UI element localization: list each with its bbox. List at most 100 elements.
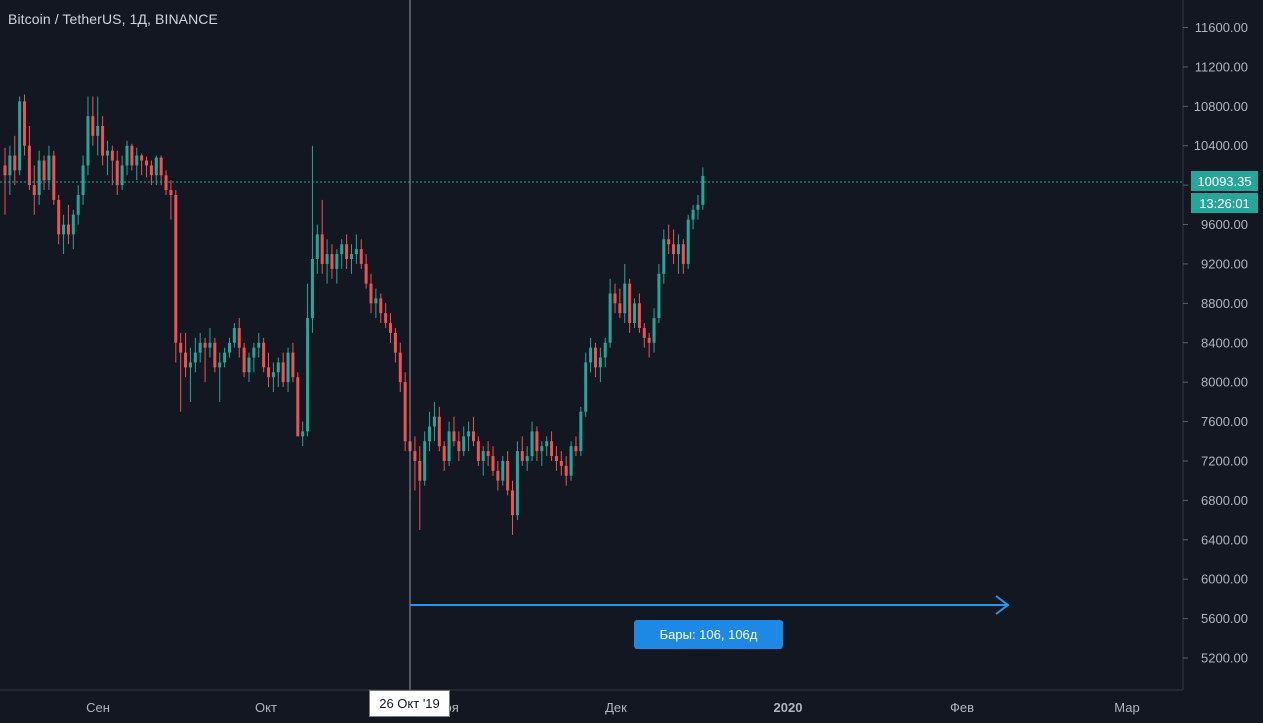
candle-body — [398, 352, 402, 383]
candle-body — [540, 446, 544, 452]
candle-body — [359, 249, 363, 264]
candle — [364, 254, 368, 289]
candle — [154, 155, 158, 186]
candle-body — [525, 456, 529, 461]
candle — [506, 451, 510, 496]
candle-body — [432, 416, 436, 427]
candle-body — [237, 327, 241, 348]
candle-body — [18, 101, 22, 171]
candle — [135, 147, 139, 181]
candle-body — [242, 347, 246, 373]
candle — [223, 347, 227, 368]
candle-body — [37, 160, 41, 195]
candle — [310, 145, 314, 333]
candle-body — [623, 283, 627, 314]
candle-body — [252, 347, 256, 358]
candle-body — [471, 431, 475, 442]
candle — [115, 150, 119, 195]
candle-body — [52, 155, 56, 200]
candle-body — [603, 342, 607, 358]
candle-body — [154, 157, 158, 176]
candle — [462, 426, 466, 457]
candle-body — [462, 436, 466, 452]
candle-body — [452, 431, 456, 442]
candle — [686, 214, 690, 269]
candle — [18, 96, 22, 176]
candle — [696, 194, 700, 220]
candle — [76, 185, 80, 225]
candle — [145, 156, 149, 178]
candle — [442, 441, 446, 471]
candle-body — [115, 160, 119, 186]
candle — [540, 441, 544, 466]
candle — [691, 204, 695, 230]
candle-body — [27, 145, 31, 186]
time-tick-label: Окт — [255, 700, 277, 715]
price-tick-label: 10800.00 — [1194, 99, 1248, 114]
time-axis[interactable]: СенОктНояДек2020ФевМар — [86, 700, 1140, 715]
candle-body — [296, 377, 300, 437]
time-tick-label: Сен — [86, 700, 110, 715]
candle-body — [281, 362, 285, 383]
candle — [501, 456, 505, 486]
candle — [349, 244, 353, 274]
candle — [267, 352, 271, 388]
candle-body — [589, 347, 593, 363]
candle — [652, 308, 656, 353]
candle — [335, 249, 339, 284]
candle — [184, 332, 188, 378]
candle-body — [306, 318, 310, 432]
candle — [315, 224, 319, 274]
candle — [188, 347, 192, 402]
candle — [227, 337, 231, 358]
candle — [57, 194, 61, 245]
candle-body — [340, 244, 344, 255]
candle — [359, 239, 363, 269]
price-tick-label: 8800.00 — [1201, 296, 1248, 311]
price-axis[interactable]: 11600.0011200.0010800.0010400.0010000.00… — [1183, 20, 1248, 666]
candle — [418, 446, 422, 530]
price-tick-label: 7200.00 — [1201, 453, 1248, 468]
candle-body — [593, 347, 597, 368]
last-price-badge: 10093.35 — [1191, 171, 1258, 191]
candle-body — [608, 293, 612, 343]
candle-body — [584, 362, 588, 412]
candle-body — [515, 451, 519, 516]
candle-body — [633, 303, 637, 324]
candle — [96, 96, 100, 156]
candle-body — [8, 155, 12, 176]
candle — [579, 406, 583, 457]
candle-body — [101, 126, 105, 156]
candle — [276, 357, 280, 388]
candle — [247, 352, 251, 383]
candle — [476, 436, 480, 466]
candle-body — [545, 441, 549, 447]
candles-layer — [3, 94, 705, 535]
candle — [569, 441, 573, 481]
price-tick-label: 11200.00 — [1195, 59, 1248, 74]
candle — [403, 372, 407, 452]
candle-body — [110, 150, 114, 161]
candle-body — [559, 460, 563, 466]
candle — [589, 337, 593, 373]
candle — [330, 244, 334, 279]
candle-body — [637, 303, 641, 328]
bar-countdown-badge: 13:26:01 — [1191, 193, 1258, 213]
price-tick-label: 5600.00 — [1201, 611, 1248, 626]
candle-body — [598, 357, 602, 368]
time-tick-label: Фев — [950, 700, 974, 715]
candle — [213, 337, 217, 373]
candle-body — [286, 352, 290, 383]
candle-body — [86, 116, 90, 166]
candle-body — [501, 460, 505, 481]
candle-body — [652, 318, 656, 343]
candle-body — [535, 431, 539, 452]
candle-body — [203, 342, 207, 348]
candle-body — [667, 239, 671, 245]
candle — [413, 436, 417, 491]
candle-body — [96, 126, 100, 136]
candle-body — [672, 244, 676, 255]
candle — [642, 323, 646, 348]
price-tick-label: 5200.00 — [1201, 651, 1248, 666]
